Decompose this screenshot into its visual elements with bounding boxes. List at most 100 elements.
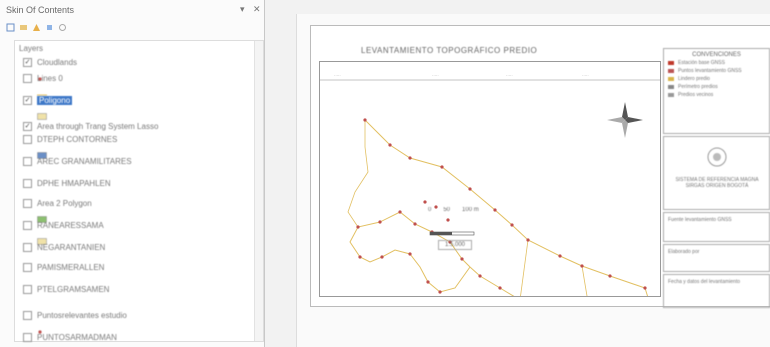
layer-visibility-checkbox[interactable] — [23, 135, 32, 144]
layer-visibility-checkbox[interactable] — [23, 285, 32, 294]
reference-system-text: SISTEMA DE REFERENCIA MAGNA SIRGAS ORIGE… — [675, 177, 759, 189]
layer-item[interactable]: Area 2 Polygon — [23, 199, 92, 208]
layer-visibility-checkbox[interactable] — [23, 221, 32, 230]
vertical-scrollbar[interactable] — [254, 41, 263, 341]
layer-symbol-icon — [37, 146, 47, 164]
legend-label: Estación base GNSS — [678, 60, 725, 66]
layer-item[interactable]: Puntosrelevantes estudio — [23, 311, 127, 320]
layer-label: Area through Trang System Lasso — [37, 122, 159, 131]
layer-label: DPHE HMAPAHLEN — [37, 179, 111, 188]
scale-tick-0: 0 — [428, 207, 432, 213]
options-icon[interactable] — [58, 19, 67, 31]
legend-title: CONVENCIONES — [692, 52, 741, 58]
list-by-drawing-order-icon[interactable] — [6, 19, 15, 32]
layer-label: Layers — [19, 44, 44, 53]
layer-symbol-icon — [37, 69, 45, 87]
grid-label-x1: ····· — [334, 73, 341, 78]
layer-item[interactable]: Layers — [19, 44, 43, 53]
layer-label: Poligono — [37, 96, 73, 105]
layer-label: AREC GRANAMILITARES — [37, 157, 132, 166]
layer-item[interactable]: ✓ Area through Trang System Lasso — [23, 122, 158, 131]
layer-symbol-icon — [37, 322, 45, 340]
source-box: Fuente levantamiento GNSS — [663, 212, 770, 242]
scale-bar — [429, 231, 475, 236]
legend-item: Perímetro predios — [668, 84, 765, 90]
layer-visibility-checkbox[interactable] — [23, 157, 32, 166]
layer-visibility-checkbox[interactable] — [23, 74, 32, 83]
layer-label: DTEPH CONTORNES — [37, 135, 118, 144]
parcel-split-line — [519, 239, 529, 301]
scale-tick-100: 100 m — [462, 207, 479, 213]
legend-item: Lindero predio — [668, 76, 765, 82]
legend-label: Puntos levantamiento GNSS — [678, 68, 742, 74]
layer-visibility-checkbox[interactable]: ✓ — [23, 58, 32, 67]
source-text: Fuente levantamiento GNSS — [668, 217, 732, 223]
layer-item[interactable]: PAMISMERALLEN — [23, 263, 104, 272]
map-title: LEVANTAMIENTO TOPOGRÁFICO PREDIO — [361, 46, 538, 55]
legend-item: Estación base GNSS — [668, 60, 765, 66]
layer-label: NEGARANTANIEN — [37, 243, 106, 252]
layer-visibility-checkbox[interactable] — [23, 311, 32, 320]
layer-visibility-checkbox[interactable] — [23, 179, 32, 188]
layer-item[interactable]: PUNTOSARMADMAN — [23, 333, 117, 342]
reference-system-box: SISTEMA DE REFERENCIA MAGNA SIRGAS ORIGE… — [663, 136, 770, 210]
legend-swatch-icon — [668, 77, 674, 81]
layer-label: Cloudlands — [37, 58, 78, 67]
legend-swatch-icon — [668, 85, 674, 89]
layer-visibility-checkbox[interactable]: ✓ — [23, 122, 32, 131]
panel-window-controls[interactable]: ▾ ✕ — [240, 4, 264, 14]
layer-item[interactable]: RANEARESSAMA — [23, 221, 104, 230]
legend-box: CONVENCIONES Estación base GNSS Puntos le… — [663, 48, 770, 134]
panel-title: Skin Of Contents — [6, 5, 75, 15]
layer-tree: Layers ✓ Cloudlands Lines 0 ✓ Poligono ✓ Area t… — [14, 40, 264, 342]
layer-item[interactable]: DPHE HMAPAHLEN — [23, 179, 111, 188]
layer-label: RANEARESSAMA — [37, 221, 104, 230]
date-box: Fecha y datos del levantamiento — [663, 274, 770, 308]
layer-symbol-icon — [37, 85, 47, 103]
list-by-source-icon[interactable] — [19, 19, 28, 30]
layer-item[interactable]: AREC GRANAMILITARES — [23, 157, 132, 166]
layer-symbol-icon — [37, 210, 47, 228]
grid-label-x4: ····· — [582, 73, 589, 78]
legend-item: Puntos levantamiento GNSS — [668, 68, 765, 74]
layer-visibility-checkbox[interactable] — [23, 243, 32, 252]
layer-visibility-checkbox[interactable]: ✓ — [23, 96, 32, 105]
grid-label-x2: ····· — [432, 73, 439, 78]
list-by-visibility-icon[interactable] — [32, 19, 41, 31]
layer-item[interactable]: ✓ Poligono — [23, 96, 73, 105]
panel-toolbar — [6, 19, 67, 32]
scale-tick-50: 50 — [443, 207, 451, 213]
parcel-inner-line — [347, 120, 369, 228]
list-by-selection-icon[interactable] — [45, 19, 54, 30]
layer-visibility-checkbox[interactable] — [23, 263, 32, 272]
layer-item[interactable]: ✓ Cloudlands — [23, 58, 77, 67]
legend-swatch-icon — [668, 61, 674, 65]
date-text: Fecha y datos del levantamiento — [668, 279, 740, 285]
parcel-split-line-2 — [581, 265, 589, 303]
author-box: Elaborado por — [663, 244, 770, 272]
layer-label: Area 2 Polygon — [37, 199, 92, 208]
layer-label: PTELGRAMSAMEN — [37, 285, 110, 294]
layer-label: PAMISMERALLEN — [37, 263, 105, 272]
parcel-boundary — [349, 119, 651, 310]
layout-page: LEVANTAMIENTO TOPOGRÁFICO PREDIO ····· ·… — [310, 25, 770, 311]
layer-label: Lines 0 — [37, 74, 63, 83]
legend-swatch-icon — [668, 93, 674, 97]
legend-label: Predios vecinos — [678, 92, 714, 98]
table-of-contents-panel: Skin Of Contents ▾ ✕ Layers ✓ Cloudlands Li… — [0, 0, 265, 347]
map-frame[interactable]: ····· ····· ····· ····· — [319, 61, 661, 311]
layer-item[interactable]: Lines 0 — [23, 74, 63, 83]
layer-item[interactable]: NEGARANTANIEN — [23, 243, 105, 252]
layer-symbol-icon — [37, 107, 47, 125]
scale-bar-labels: 0 50 100 m — [428, 207, 479, 213]
layer-visibility-checkbox[interactable] — [23, 333, 32, 342]
logo-icon — [707, 147, 727, 167]
layer-symbol-icon — [37, 232, 47, 250]
legend-label: Perímetro predios — [678, 84, 718, 90]
layer-item[interactable]: DTEPH CONTORNES — [23, 135, 117, 144]
legend-item: Predios vecinos — [668, 92, 765, 98]
legend-label: Lindero predio — [678, 76, 710, 82]
layer-item[interactable]: PTELGRAMSAMEN — [23, 285, 109, 294]
layer-label: PUNTOSARMADMAN — [37, 333, 117, 342]
layer-visibility-checkbox[interactable] — [23, 199, 32, 208]
